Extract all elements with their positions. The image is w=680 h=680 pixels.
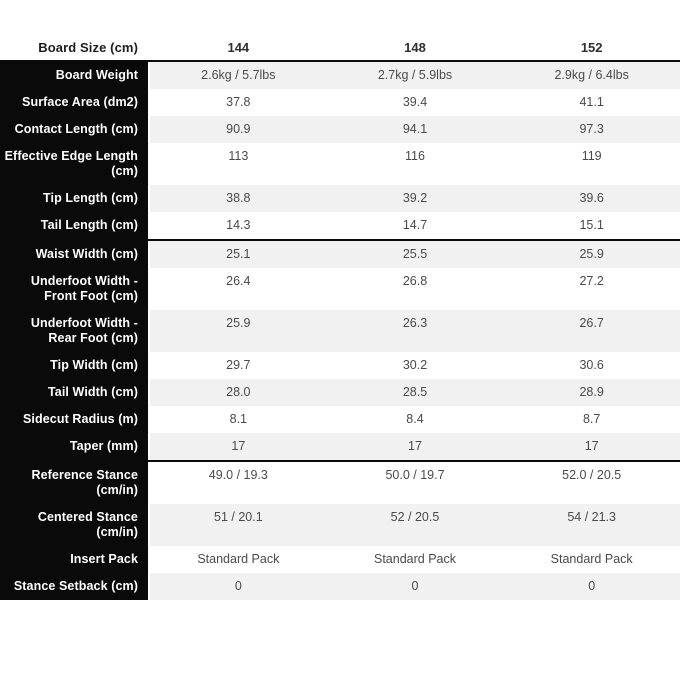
spec-row: Waist Width (cm) 25.1 25.5 25.9 — [0, 241, 680, 268]
spec-row: Contact Length (cm) 90.9 94.1 97.3 — [0, 116, 680, 143]
spec-value: 0 — [234, 579, 242, 593]
spec-value: 28.5 — [402, 385, 428, 399]
spec-row: Insert Pack Standard Pack Standard Pack Sta… — [0, 546, 680, 573]
spec-row: Centered Stance (cm/in) 51 / 20.1 52 / 20.… — [0, 504, 680, 546]
spec-value: 49.0 / 19.3 — [208, 468, 268, 482]
size-header-label: Board Size (cm) — [38, 39, 138, 55]
section-separator — [0, 239, 680, 241]
spec-row: Tail Width (cm) 28.0 28.5 28.9 — [0, 379, 680, 406]
row-label: Reference Stance (cm/in) — [0, 462, 150, 504]
spec-value: 116 — [405, 149, 425, 163]
spec-value: 0 — [588, 579, 596, 593]
spec-value: 25.1 — [226, 247, 251, 261]
spec-row: Taper (mm) 17 17 17 — [0, 433, 680, 460]
spec-value: 52.0 / 20.5 — [562, 468, 622, 482]
spec-value: 54 / 21.3 — [567, 510, 616, 524]
spec-value: 8.4 — [406, 412, 424, 426]
spec-value: 39.2 — [402, 191, 428, 205]
spec-row: Sidecut Radius (m) 8.1 8.4 8.7 — [0, 406, 680, 433]
section-separator — [0, 460, 680, 462]
spec-value: 26.8 — [402, 274, 428, 288]
spec-value: 15.1 — [579, 218, 604, 232]
size-header-row: Board Size (cm) 144 148 152 — [0, 34, 680, 60]
row-label: Tail Length (cm) — [0, 212, 150, 239]
spec-value: 94.1 — [402, 122, 428, 136]
spec-value: 113 — [228, 149, 249, 163]
spec-row: Tip Width (cm) 29.7 30.2 30.6 — [0, 352, 680, 379]
spec-row: Board Weight 2.6kg / 5.7lbs 2.7kg / 5.9lbs… — [0, 62, 680, 89]
row-label: Insert Pack — [0, 546, 150, 573]
spec-value: 52 / 20.5 — [390, 510, 440, 524]
spec-value: 50.0 / 19.7 — [385, 468, 445, 482]
spec-value: 26.7 — [579, 316, 604, 330]
size-header-value: 148 — [404, 39, 426, 55]
spec-value: 8.7 — [582, 412, 601, 426]
section-separator — [0, 60, 680, 62]
spec-value: Standard Pack — [197, 552, 280, 566]
size-header-value: 144 — [227, 39, 250, 55]
spec-row: Underfoot Width - Rear Foot (cm) 25.9 26.3… — [0, 310, 680, 352]
spec-value: 97.3 — [579, 122, 604, 136]
spec-value: 28.9 — [579, 385, 604, 399]
spec-value: 26.4 — [226, 274, 251, 288]
row-label: Surface Area (dm2) — [0, 89, 150, 116]
spec-value: 37.8 — [226, 95, 251, 109]
spec-value: 28.0 — [226, 385, 251, 399]
row-label: Sidecut Radius (m) — [0, 406, 150, 433]
spec-value: 26.3 — [402, 316, 428, 330]
spec-value: 39.6 — [579, 191, 604, 205]
size-header-value: 152 — [580, 39, 603, 55]
row-label: Waist Width (cm) — [0, 241, 150, 268]
spec-row: Underfoot Width - Front Foot (cm) 26.4 26.… — [0, 268, 680, 310]
spec-rows: Board Weight 2.6kg / 5.7lbs 2.7kg / 5.9lbs… — [0, 62, 680, 600]
spec-value: Standard Pack — [373, 552, 456, 566]
spec-value: 17 — [231, 439, 246, 453]
spec-value: 17 — [408, 439, 422, 453]
spec-value: 41.1 — [579, 95, 604, 109]
spec-value: 29.7 — [226, 358, 251, 372]
spec-value: 17 — [584, 439, 599, 453]
spec-row: Tip Length (cm) 38.8 39.2 39.6 — [0, 185, 680, 212]
spec-value: 2.6kg / 5.7lbs — [201, 68, 276, 82]
spec-value: 90.9 — [226, 122, 251, 136]
row-label: Contact Length (cm) — [0, 116, 150, 143]
row-label: Stance Setback (cm) — [0, 573, 150, 600]
row-label: Underfoot Width - Front Foot (cm) — [0, 268, 150, 310]
spec-value: 8.1 — [229, 412, 248, 426]
row-label: Effective Edge Length (cm) — [0, 143, 150, 185]
spec-value: 39.4 — [402, 95, 428, 109]
spec-value: 30.2 — [402, 358, 428, 372]
spec-value: 51 / 20.1 — [214, 510, 263, 524]
row-label: Centered Stance (cm/in) — [0, 504, 150, 546]
spec-row: Tail Length (cm) 14.3 14.7 15.1 — [0, 212, 680, 239]
row-label: Tip Length (cm) — [0, 185, 150, 212]
row-label: Taper (mm) — [0, 433, 150, 460]
spec-row: Surface Area (dm2) 37.8 39.4 41.1 — [0, 89, 680, 116]
spec-value: Standard Pack — [550, 552, 633, 566]
row-label: Tail Width (cm) — [0, 379, 150, 406]
spec-value: 38.8 — [226, 191, 251, 205]
spec-value: 30.6 — [579, 358, 604, 372]
row-label: Tip Width (cm) — [0, 352, 150, 379]
row-label: Underfoot Width - Rear Foot (cm) — [0, 310, 150, 352]
spec-row: Reference Stance (cm/in) 49.0 / 19.3 50.0 … — [0, 462, 680, 504]
spec-value: 14.3 — [226, 218, 251, 232]
spec-value: 14.7 — [402, 218, 428, 232]
spec-value: 27.2 — [579, 274, 604, 288]
spec-row: Effective Edge Length (cm) 113 116 119 — [0, 143, 680, 185]
spec-value: 25.9 — [579, 247, 604, 261]
spec-value: 25.9 — [226, 316, 251, 330]
spec-value: 2.7kg / 5.9lbs — [377, 68, 453, 82]
spec-value: 25.5 — [402, 247, 428, 261]
row-label: Board Weight — [0, 62, 150, 89]
spec-row: Stance Setback (cm) 0 0 0 — [0, 573, 680, 600]
spec-value: 119 — [581, 149, 602, 163]
spec-value: 2.9kg / 6.4lbs — [554, 68, 629, 82]
board-spec-table: Board Size (cm) 144 148 152 Board Weight… — [0, 34, 680, 600]
spec-value: 0 — [411, 579, 419, 593]
